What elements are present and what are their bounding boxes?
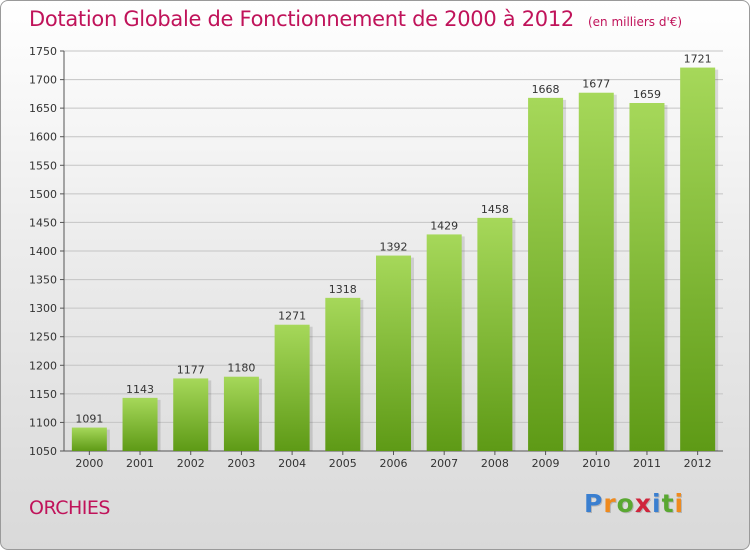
x-tick-label: 2009: [532, 457, 560, 470]
bar-value-label: 1177: [177, 363, 205, 376]
y-tick-label: 1250: [29, 331, 57, 344]
bar: [629, 103, 665, 451]
y-tick-label: 1200: [29, 359, 57, 372]
y-tick-label: 1650: [29, 102, 57, 115]
logo-letter: P: [584, 489, 604, 518]
bar-value-label: 1677: [582, 78, 610, 91]
x-tick-label: 2000: [75, 457, 103, 470]
logo-letter: i: [652, 489, 662, 518]
bar: [173, 378, 209, 451]
bar-value-label: 1659: [633, 88, 661, 101]
bar: [528, 97, 564, 451]
bar: [274, 324, 310, 451]
x-tick-label: 2011: [633, 457, 661, 470]
bar-value-label: 1668: [532, 83, 560, 96]
y-tick-label: 1600: [29, 131, 57, 144]
logo-letter: o: [616, 489, 635, 518]
bar: [376, 255, 411, 451]
bar: [477, 217, 513, 451]
y-tick-label: 1300: [29, 302, 57, 315]
bar-value-label: 1429: [430, 219, 458, 232]
bar: [680, 67, 716, 452]
y-tick-label: 1700: [29, 74, 57, 87]
y-tick-label: 1350: [29, 274, 57, 287]
bar-value-label: 1392: [380, 241, 408, 254]
x-tick-label: 2002: [177, 457, 205, 470]
bar: [122, 397, 158, 451]
bar-layer: [71, 67, 719, 452]
x-tick-label: 2012: [684, 457, 712, 470]
x-tick-label: 2005: [329, 457, 357, 470]
bar: [426, 234, 462, 451]
logo-letter: i: [674, 489, 685, 518]
bar-value-label: 1458: [481, 203, 509, 216]
bar: [71, 427, 107, 451]
bar-value-label: 1721: [684, 53, 712, 66]
commune-name: ORCHIES: [29, 497, 110, 519]
chart-title-text: Dotation Globale de Fonctionnement de 20…: [29, 7, 574, 31]
y-tick-label: 1150: [29, 388, 57, 401]
logo-letter: r: [603, 489, 617, 518]
bar-value-label: 1180: [227, 362, 255, 375]
logo-letter: x: [634, 489, 652, 518]
bar-value-label: 1091: [75, 413, 103, 426]
proxiti-logo[interactable]: Proxiti: [584, 489, 684, 518]
x-tick-label: 2007: [430, 457, 458, 470]
x-tick-label: 2001: [126, 457, 154, 470]
y-tick-label: 1100: [29, 416, 57, 429]
bar: [223, 376, 259, 451]
bar-value-label: 1271: [278, 310, 306, 323]
chart-title: Dotation Globale de Fonctionnement de 20…: [29, 7, 682, 31]
bar: [578, 92, 614, 451]
x-tick-label: 2008: [481, 457, 509, 470]
y-tick-label: 1450: [29, 216, 57, 229]
x-tick-label: 2010: [582, 457, 610, 470]
y-tick-label: 1500: [29, 188, 57, 201]
logo-letter: t: [661, 489, 675, 518]
bar-value-label: 1318: [329, 283, 357, 296]
y-tick-label: 1050: [29, 445, 57, 458]
y-tick-label: 1400: [29, 245, 57, 258]
x-tick-label: 2004: [278, 457, 306, 470]
bar-value-label: 1143: [126, 383, 154, 396]
label-layer: 1091 2000 1143 2001 1177 2002 1180 2003 1271 2004…: [75, 53, 711, 470]
bar: [325, 297, 361, 451]
y-tick-label: 1750: [29, 45, 57, 58]
chart-units: (en milliers d'€): [587, 15, 683, 29]
x-tick-label: 2003: [227, 457, 255, 470]
y-tick-label: 1550: [29, 159, 57, 172]
x-tick-label: 2006: [380, 457, 408, 470]
